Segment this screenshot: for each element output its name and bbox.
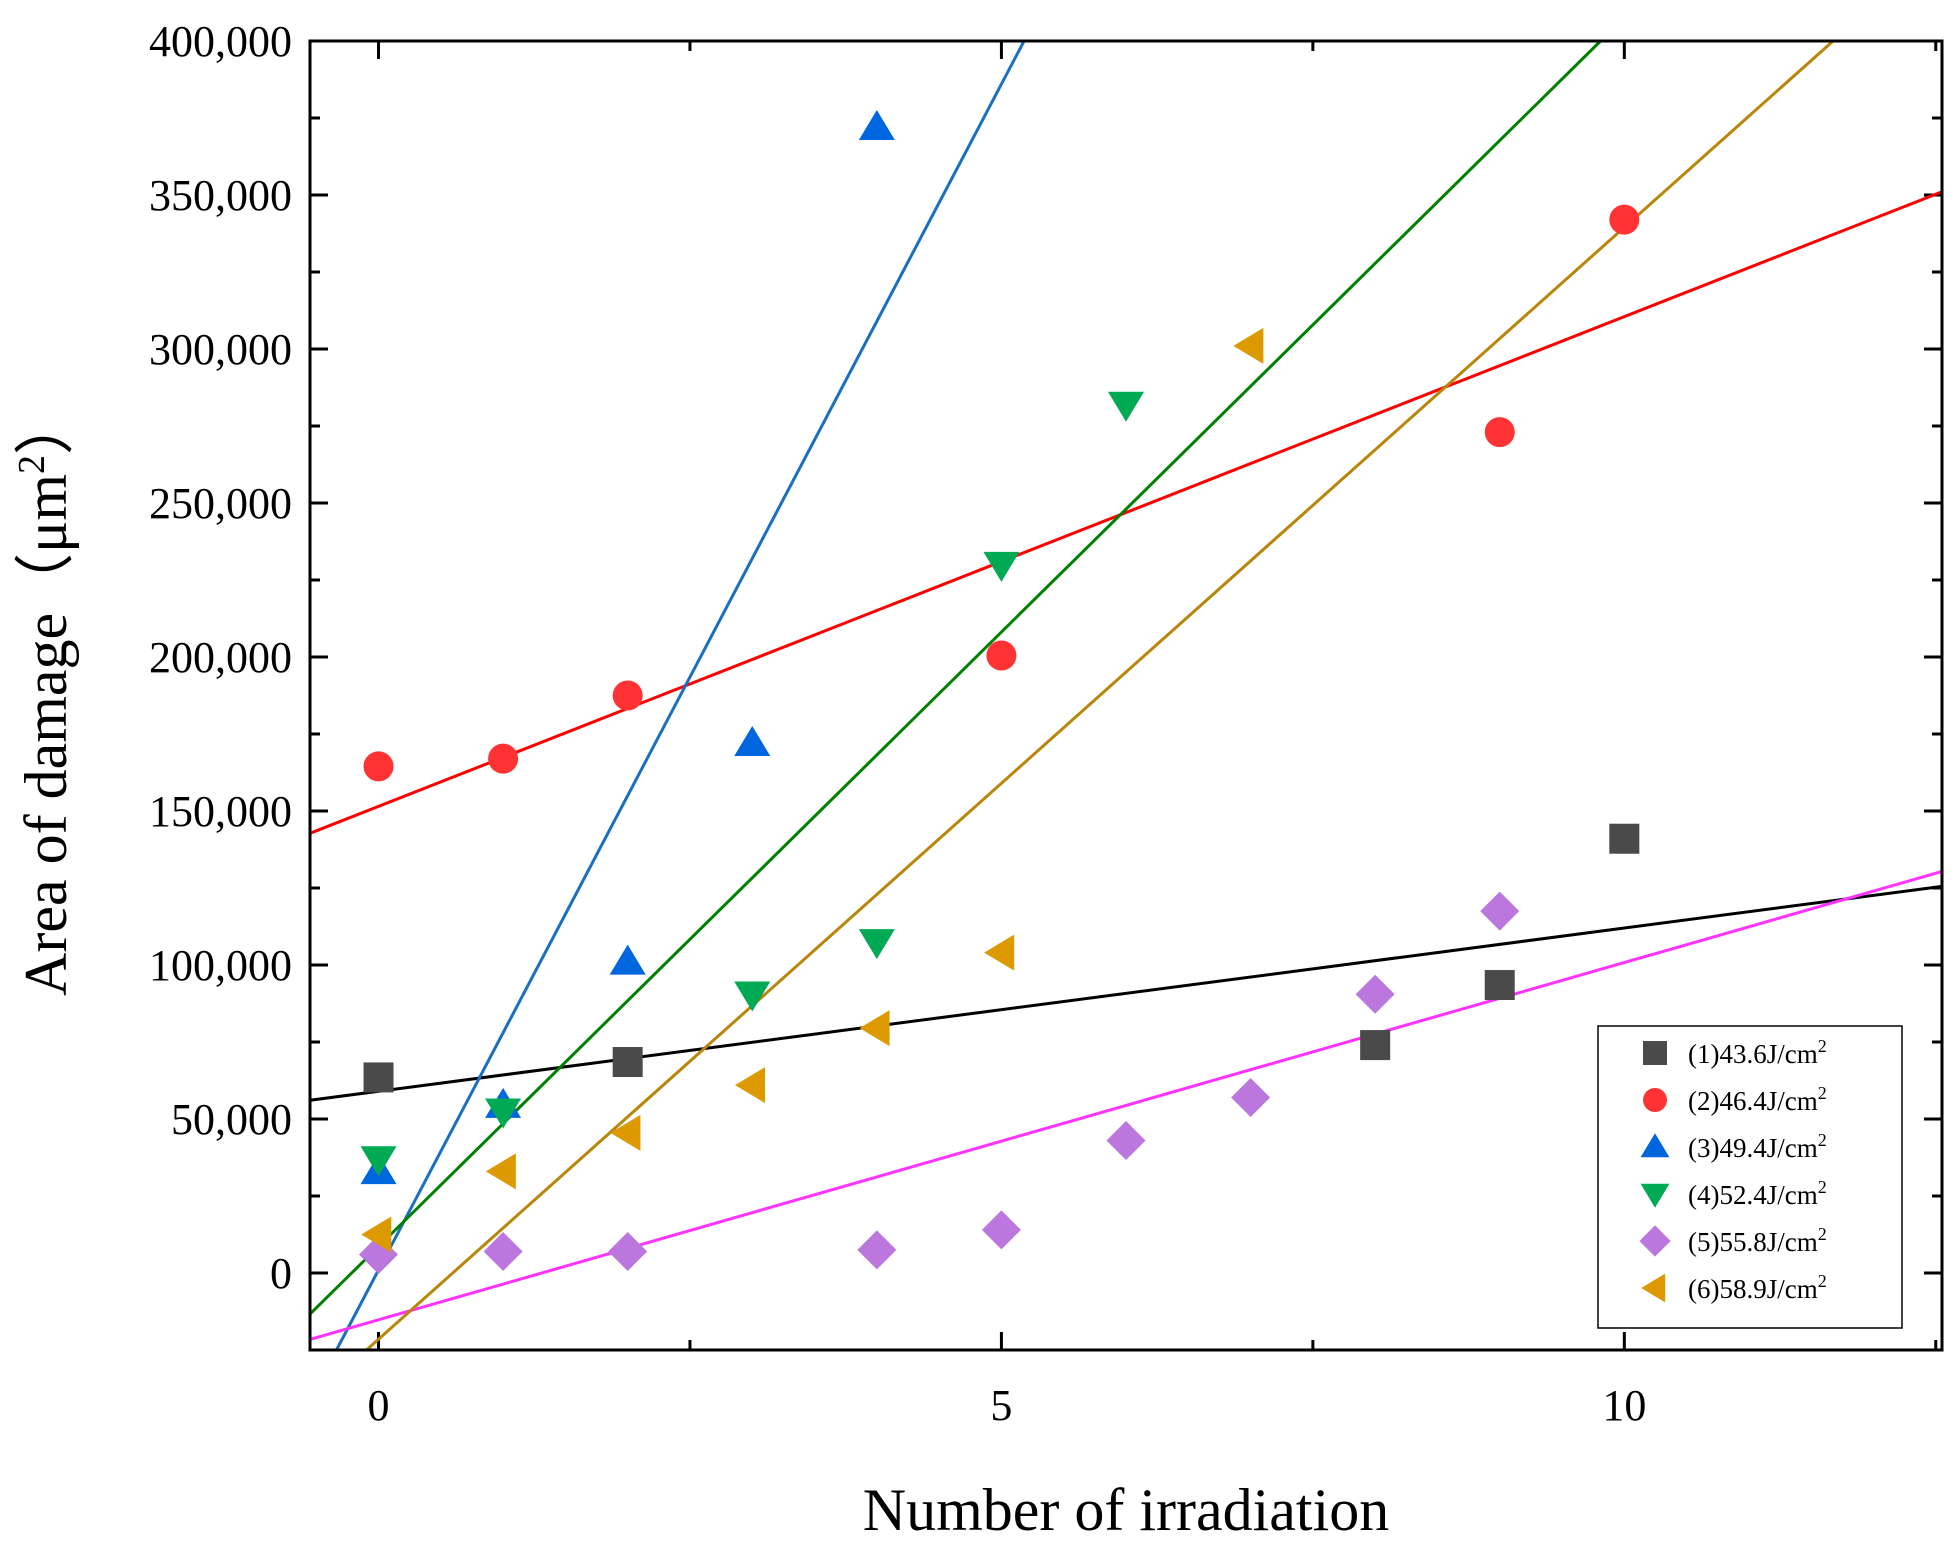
legend-label-series-5: (5)55.8J/cm2 <box>1688 1224 1827 1257</box>
legend-marker-series-6 <box>1641 1273 1666 1303</box>
data-point-series-3 <box>858 109 895 140</box>
data-point-series-5 <box>483 1231 523 1271</box>
legend-label-series-1: (1)43.6J/cm2 <box>1688 1036 1827 1069</box>
data-point-series-2 <box>986 640 1017 671</box>
legend-item-series-2: (2)46.4J/cm2 <box>1643 1083 1827 1116</box>
data-point-series-5 <box>608 1231 648 1271</box>
legend-label-series-6: (6)58.9J/cm2 <box>1688 1271 1827 1304</box>
y-tick-label: 100,000 <box>149 941 292 990</box>
data-point-series-2 <box>1609 204 1640 235</box>
y-tick-label: 150,000 <box>149 787 292 836</box>
data-point-series-5 <box>981 1210 1021 1250</box>
data-point-series-4 <box>734 981 771 1012</box>
data-point-series-1 <box>363 1062 394 1093</box>
y-tick-label: 200,000 <box>149 633 292 682</box>
y-axis-title-end: ） <box>13 395 79 455</box>
data-point-series-3 <box>609 944 646 975</box>
plot-frame <box>308 39 1944 1352</box>
y-tick-label: 350,000 <box>149 171 292 220</box>
y-axis-title-main: Area of damage（μm <box>13 474 79 996</box>
legend-box <box>1597 1025 1903 1329</box>
data-point-series-5 <box>1355 974 1395 1014</box>
legend-label-series-2: (2)46.4J/cm2 <box>1688 1083 1827 1116</box>
legend-item-series-3: (3)49.4J/cm2 <box>1640 1130 1827 1163</box>
data-point-series-6 <box>735 1067 766 1104</box>
y-tick-label: 0 <box>270 1249 292 1298</box>
fit-line-series-2 <box>309 190 1943 835</box>
legend-marker-series-1 <box>1643 1041 1667 1065</box>
fit-line-series-4 <box>308 39 1602 1316</box>
data-point-series-6 <box>859 1010 890 1047</box>
data-point-series-6 <box>1233 327 1264 364</box>
data-point-series-1 <box>1360 1030 1391 1061</box>
data-point-series-6 <box>361 1216 392 1253</box>
data-point-series-6 <box>485 1153 516 1190</box>
data-point-series-4 <box>983 551 1020 582</box>
data-point-series-6 <box>984 934 1015 971</box>
legend-item-series-1: (1)43.6J/cm2 <box>1643 1036 1827 1069</box>
x-tick-label: 0 <box>368 1381 390 1430</box>
legend-item-series-6: (6)58.9J/cm2 <box>1641 1271 1827 1304</box>
data-point-series-5 <box>1106 1121 1146 1161</box>
data-point-series-4 <box>485 1098 522 1129</box>
data-point-series-4 <box>858 929 895 960</box>
data-point-series-5 <box>1480 891 1520 931</box>
tick-labels-layer: 0 5 10 0 50,000 100,000 150,000 200,000 250,000 3… <box>149 17 1646 1430</box>
legend-label-series-3: (3)49.4J/cm2 <box>1688 1130 1827 1163</box>
data-point-series-6 <box>610 1114 641 1151</box>
y-tick-label: 50,000 <box>171 1095 292 1144</box>
x-tick-label: 5 <box>990 1381 1012 1430</box>
data-point-series-2 <box>612 680 643 711</box>
legend-item-series-5: (5)55.8J/cm2 <box>1639 1224 1827 1257</box>
data-point-series-5 <box>857 1230 897 1270</box>
data-point-series-2 <box>363 751 394 782</box>
data-markers-layer <box>359 109 1640 1275</box>
legend-item-series-4: (4)52.4J/cm2 <box>1640 1177 1827 1210</box>
y-tick-label: 250,000 <box>149 479 292 528</box>
data-point-series-2 <box>488 743 519 774</box>
data-point-series-4 <box>360 1146 397 1177</box>
fit-line-series-6 <box>365 39 1835 1352</box>
fit-line-series-3 <box>335 40 1026 1351</box>
data-point-series-5 <box>1231 1077 1271 1117</box>
data-point-series-1 <box>612 1047 643 1078</box>
data-point-series-1 <box>1609 823 1640 854</box>
data-point-series-2 <box>1484 417 1515 448</box>
legend-marker-series-4 <box>1640 1183 1670 1208</box>
legend: (1)43.6J/cm2 (2)46.4J/cm2 (3)49.4J/cm2 (4)5… <box>1597 1025 1903 1329</box>
data-point-series-3 <box>734 725 771 756</box>
y-tick-label: 400,000 <box>149 17 292 66</box>
fit-line-series-1 <box>309 884 1943 1102</box>
legend-marker-series-5 <box>1639 1225 1671 1257</box>
legend-label-series-4: (4)52.4J/cm2 <box>1688 1177 1827 1210</box>
fit-lines-layer <box>308 39 1943 1352</box>
legend-marker-series-3 <box>1640 1133 1670 1158</box>
fit-line-series-5 <box>309 869 1943 1341</box>
data-point-series-1 <box>1484 970 1515 1001</box>
x-tick-label: 10 <box>1602 1381 1646 1430</box>
data-point-series-4 <box>1108 391 1144 422</box>
y-tick-label: 300,000 <box>149 325 292 374</box>
x-axis-title: Number of irradiation <box>863 1477 1390 1543</box>
y-axis-title: Area of damage（μm2） <box>11 395 79 996</box>
legend-marker-series-2 <box>1643 1088 1667 1112</box>
y-axis-title-sup: 2 <box>11 455 53 474</box>
